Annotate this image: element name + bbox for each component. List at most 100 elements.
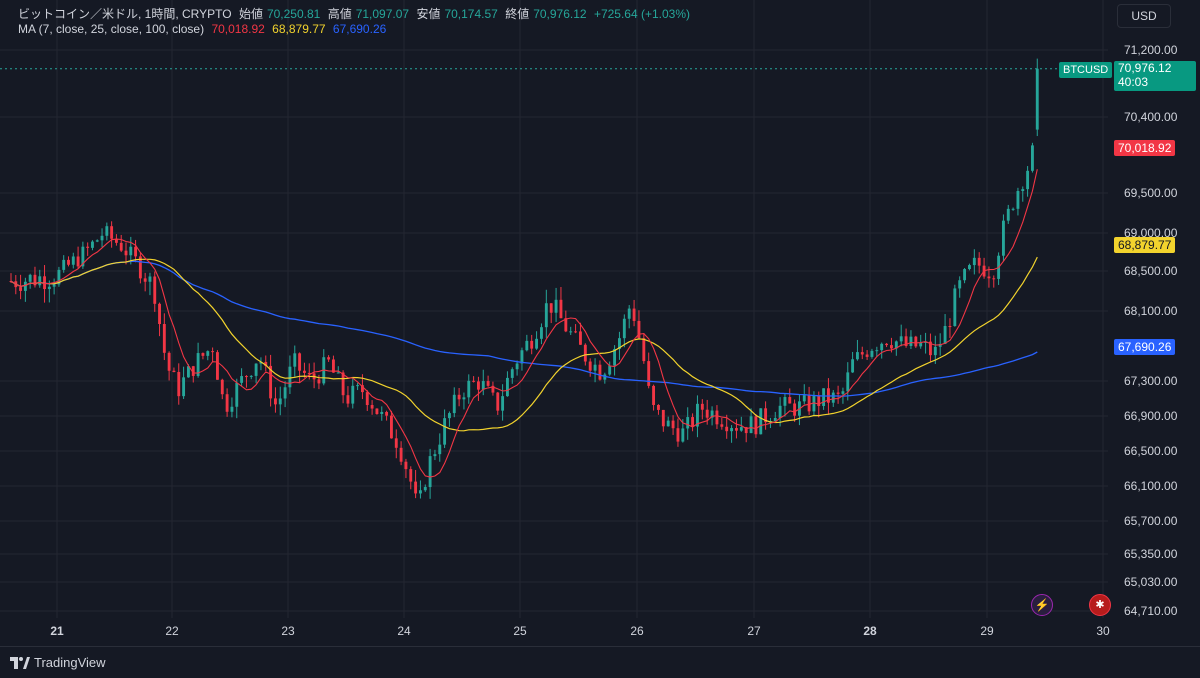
candle-body — [119, 242, 123, 251]
candle-body — [414, 481, 418, 494]
candle-body — [225, 394, 229, 412]
candle-body — [476, 381, 480, 390]
candle-body — [720, 424, 724, 427]
us-flag-icon[interactable]: ✱ — [1089, 594, 1111, 616]
candle-body — [686, 417, 690, 429]
candle-body — [370, 405, 374, 409]
tradingview-logo[interactable]: TradingView — [10, 655, 106, 670]
candle-body — [433, 454, 437, 457]
x-tick-label: 23 — [281, 624, 295, 638]
candle-body — [637, 320, 641, 339]
low-value: 70,174.57 — [444, 7, 498, 21]
candle-body — [588, 361, 592, 371]
candle-body — [963, 269, 967, 281]
candle-body — [846, 372, 850, 392]
candle-body — [19, 287, 23, 291]
candle-body — [530, 340, 534, 349]
ma25-line — [10, 256, 1038, 432]
candle-body — [715, 410, 719, 425]
candle-body — [472, 380, 476, 382]
candle-body — [76, 256, 80, 267]
candle-body — [1026, 170, 1030, 190]
candle-body — [725, 426, 729, 432]
ma7-value: 70,018.92 — [211, 22, 265, 36]
x-tick-label: 30 — [1096, 624, 1110, 638]
candle-body — [691, 417, 695, 427]
last-price-tag: 70,976.12 40:03 — [1114, 61, 1196, 91]
candle-body — [317, 379, 321, 384]
candle-body — [438, 444, 442, 455]
symbol-name[interactable]: ビットコイン／米ドル, 1時間, CRYPTO — [18, 7, 232, 21]
y-tick-label: 69,500.00 — [1124, 186, 1178, 200]
candle-body — [467, 380, 471, 398]
candle-body — [739, 427, 743, 431]
candle-body — [327, 357, 331, 360]
candle-body — [423, 487, 427, 491]
candle-body — [759, 408, 763, 435]
candle-body — [177, 371, 181, 397]
candle-body — [773, 417, 777, 422]
candle-body — [86, 246, 90, 248]
candle-body — [486, 381, 490, 386]
ma-label[interactable]: MA (7, close, 25, close, 100, close) — [18, 22, 205, 36]
candle-body — [452, 394, 456, 414]
bar-countdown: 40:03 — [1118, 75, 1149, 89]
ma25-price-tag: 68,879.77 — [1114, 237, 1176, 253]
candle-body — [182, 377, 186, 397]
candle-body — [293, 353, 297, 367]
candle-body — [360, 385, 364, 393]
candle-body — [399, 447, 403, 462]
candle-body — [938, 343, 942, 347]
ma25-value: 68,879.77 — [272, 22, 326, 36]
candle-body — [860, 352, 864, 355]
candle-body — [215, 352, 219, 380]
candle-body — [870, 350, 874, 357]
candle-body — [114, 238, 118, 243]
candle-body — [972, 257, 976, 266]
candle-body — [505, 377, 509, 397]
y-tick-label: 66,900.00 — [1124, 409, 1178, 423]
candle-body — [788, 397, 792, 404]
candle-body — [105, 226, 109, 236]
candle-body — [47, 286, 51, 290]
candle-body — [510, 369, 514, 378]
ma-legend[interactable]: MA (7, close, 25, close, 100, close) 70,… — [18, 22, 390, 36]
price-chart[interactable] — [0, 0, 1200, 646]
candle-body — [943, 326, 947, 344]
candle-body — [627, 308, 631, 319]
candle-body — [929, 341, 932, 356]
candle-body — [851, 359, 855, 373]
candle-body — [100, 235, 104, 241]
y-tick-label: 65,030.00 — [1124, 575, 1178, 589]
high-label: 高値 — [327, 7, 352, 21]
ma100-price-tag: 67,690.26 — [1114, 339, 1176, 355]
currency-button[interactable]: USD — [1117, 4, 1171, 28]
candle-body — [735, 428, 738, 431]
candle-body — [153, 276, 157, 304]
candle-body — [569, 331, 573, 333]
candle-body — [559, 299, 563, 319]
candle-body — [880, 343, 884, 351]
candle-body — [254, 363, 258, 376]
candle-body — [501, 396, 505, 411]
low-label: 安値 — [416, 7, 441, 21]
candle-body — [710, 410, 714, 418]
candle-body — [622, 318, 626, 339]
ma100-value: 67,690.26 — [332, 22, 387, 36]
y-tick-label: 66,100.00 — [1124, 479, 1178, 493]
symbol-tag: BTCUSD — [1059, 62, 1113, 78]
candle-body — [642, 338, 646, 362]
candle-body — [283, 387, 287, 399]
candle-body — [172, 370, 176, 372]
candle-body — [1021, 189, 1025, 192]
candle-body — [191, 366, 195, 376]
candle-body — [124, 250, 128, 256]
candle-body — [28, 274, 32, 282]
candle-body — [341, 372, 345, 396]
candle-body — [462, 397, 466, 400]
candle-body — [647, 361, 651, 386]
y-tick-label: 65,350.00 — [1124, 547, 1178, 561]
candle-body — [783, 397, 787, 406]
candle-body — [457, 394, 461, 400]
lightning-icon[interactable]: ⚡ — [1031, 594, 1053, 616]
